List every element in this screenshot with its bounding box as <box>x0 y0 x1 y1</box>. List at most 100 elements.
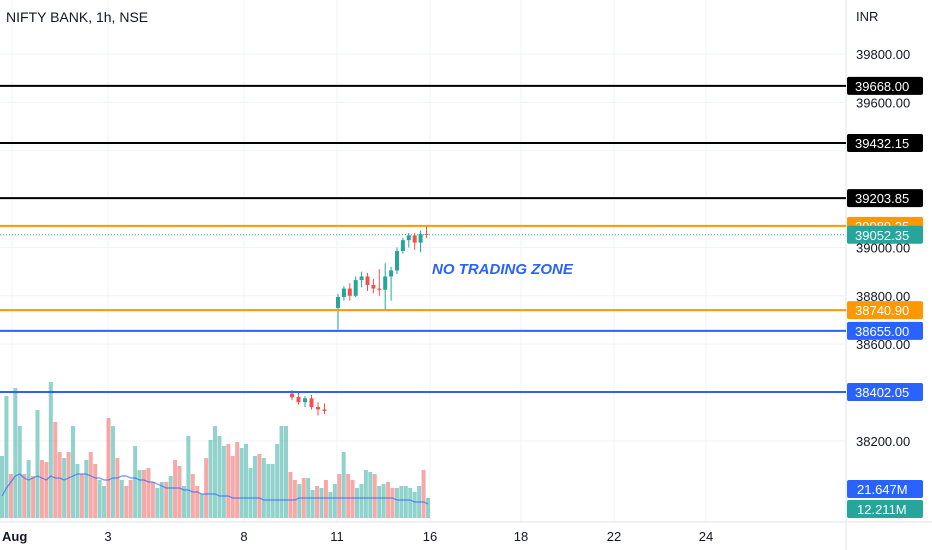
volume-bar <box>426 498 430 518</box>
volume-bar <box>319 488 324 518</box>
volume-bar <box>159 482 164 518</box>
volume-bar <box>155 488 160 518</box>
volume-bar <box>257 454 262 518</box>
volume-bar <box>146 468 151 518</box>
volume-bar <box>355 488 359 518</box>
candle-body <box>395 251 399 271</box>
volume-bar <box>315 486 320 518</box>
price-tick-label: 39600.00 <box>856 95 910 110</box>
volume-pane <box>0 382 430 518</box>
volume-bar <box>279 426 284 518</box>
volume-bar <box>399 486 404 518</box>
volume-bar <box>239 448 244 518</box>
time-tick-label: 24 <box>699 529 713 544</box>
no-trading-zone-label: NO TRADING ZONE <box>432 261 573 278</box>
volume-bar <box>337 474 342 518</box>
volume-bar <box>44 462 49 518</box>
candle-body <box>406 235 411 241</box>
volume-bar <box>372 474 377 518</box>
volume-bar <box>332 484 337 518</box>
volume-bar <box>381 484 386 518</box>
price-line-label-bg <box>847 301 923 320</box>
volume-ma-label: 21.647M <box>847 480 923 498</box>
volume-bar <box>323 480 328 518</box>
volume-bar <box>270 464 275 518</box>
candle-body <box>309 398 314 408</box>
volume-bar <box>275 444 280 518</box>
candle-body <box>290 393 294 398</box>
volume-bar <box>181 486 186 518</box>
time-tick-label: 8 <box>240 529 247 544</box>
price-line-label: 39203.85 <box>847 189 923 208</box>
volume-bar <box>368 472 373 518</box>
volume-bar <box>177 466 182 518</box>
last-price-label-text: 39052.35 <box>855 228 909 243</box>
price-tick-label: 38600.00 <box>856 337 910 352</box>
volume-bar <box>363 470 368 518</box>
volume-bar <box>217 436 222 518</box>
volume-bar <box>168 476 173 518</box>
volume-ma-label-bg <box>847 480 923 498</box>
volume-bar <box>412 492 417 518</box>
volume-bar <box>221 446 226 518</box>
volume-bar <box>115 458 120 518</box>
price-axis[interactable]: INR 39800.00 39600.00 39000.00 38800.00 3860… <box>847 9 923 518</box>
volume-bar <box>226 444 231 518</box>
volume-bar <box>403 486 408 518</box>
volume-bar <box>66 452 71 518</box>
time-tick-label: 3 <box>104 529 111 544</box>
price-line-label-bg <box>847 133 923 152</box>
price-line-label-bg <box>847 383 923 402</box>
volume-bar <box>71 426 75 518</box>
volume-bar <box>204 458 209 518</box>
volume-last-label-bg <box>847 500 923 518</box>
currency-label: INR <box>856 9 878 24</box>
volume-bar <box>97 480 102 518</box>
time-tick-label: 11 <box>330 529 344 544</box>
volume-bar <box>106 418 111 518</box>
volume-bar <box>79 474 84 518</box>
candle-body <box>412 235 417 243</box>
volume-bar <box>142 470 146 518</box>
candle-body <box>365 276 370 285</box>
price-line-label-text: 38402.05 <box>855 385 909 400</box>
candle-body <box>347 288 352 296</box>
last-price-label: 39052.35 <box>847 225 923 244</box>
volume-bar <box>164 482 169 518</box>
candles <box>290 225 429 416</box>
price-line-label-text: 39432.15 <box>855 136 909 151</box>
volume-last-label-text: 12.211M <box>857 502 907 517</box>
volume-bar <box>57 452 62 518</box>
volume-bar <box>248 468 253 518</box>
candle-body <box>341 288 346 298</box>
volume-bar <box>284 426 288 518</box>
volume-bar <box>394 488 399 518</box>
time-axis[interactable]: Aug 3 8 11 16 18 22 24 <box>2 529 713 544</box>
volume-bar <box>173 460 178 518</box>
price-line-label-text: 39203.85 <box>855 191 909 206</box>
price-tick-label: 38200.00 <box>856 434 910 449</box>
price-line-label-bg <box>847 76 923 95</box>
volume-bar <box>408 488 413 518</box>
volume-bar <box>75 464 80 518</box>
candle-body <box>322 409 327 411</box>
volume-bar <box>346 474 351 518</box>
symbol-title[interactable]: NIFTY BANK, 1h, NSE <box>6 9 149 25</box>
volume-bar <box>88 452 93 518</box>
price-tick-label: 38800.00 <box>856 289 910 304</box>
price-line-label-text: 39668.00 <box>855 79 909 94</box>
volume-bar <box>39 460 44 518</box>
price-line-label: 39432.15 <box>847 133 923 152</box>
price-lines: 39668.0039432.1539203.8539089.2538740.90… <box>0 76 923 402</box>
volume-bar <box>195 486 200 518</box>
price-line-label-bg <box>847 189 923 208</box>
volume-bar <box>48 382 53 518</box>
volume-bar <box>208 440 213 518</box>
volume-bar <box>390 488 395 518</box>
time-tick-label: 16 <box>423 529 437 544</box>
candle-body <box>353 280 358 296</box>
volume-bar <box>110 426 115 518</box>
candle-body <box>418 234 423 243</box>
price-line-label-bg <box>847 321 923 340</box>
